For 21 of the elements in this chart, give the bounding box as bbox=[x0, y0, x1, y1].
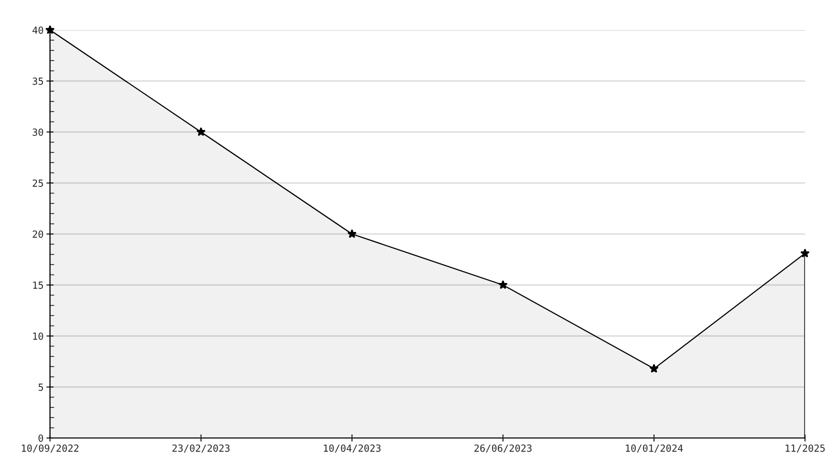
y-tick-label: 25 bbox=[32, 180, 43, 187]
point bbox=[498, 280, 508, 290]
y-tick-label: 15 bbox=[33, 282, 43, 289]
point bbox=[196, 127, 206, 136]
y-tick-label: 20 bbox=[32, 230, 44, 238]
y-tick-label: 0 bbox=[38, 434, 44, 442]
point bbox=[347, 229, 357, 238]
point bbox=[649, 364, 659, 373]
point bbox=[45, 25, 55, 34]
y-tick-label: 40 bbox=[32, 26, 44, 34]
x-tick-label: 26/06/2023 bbox=[474, 444, 532, 453]
y-tick-label: 35 bbox=[32, 78, 43, 85]
x-tick-label: 10/09/2022 bbox=[22, 444, 78, 453]
y-tick-label: 10 bbox=[33, 332, 44, 340]
y-tick-label: 30 bbox=[32, 128, 44, 136]
x-tick-label: 23/02/2023 bbox=[172, 444, 230, 453]
point bbox=[800, 248, 810, 258]
x-tick-label: 10/04/2023 bbox=[324, 444, 381, 453]
y-tick-label: 5 bbox=[38, 384, 43, 391]
x-tick-label: 10/01/2024 bbox=[626, 444, 683, 453]
x-tick-label: 11/2025 bbox=[786, 444, 825, 453]
